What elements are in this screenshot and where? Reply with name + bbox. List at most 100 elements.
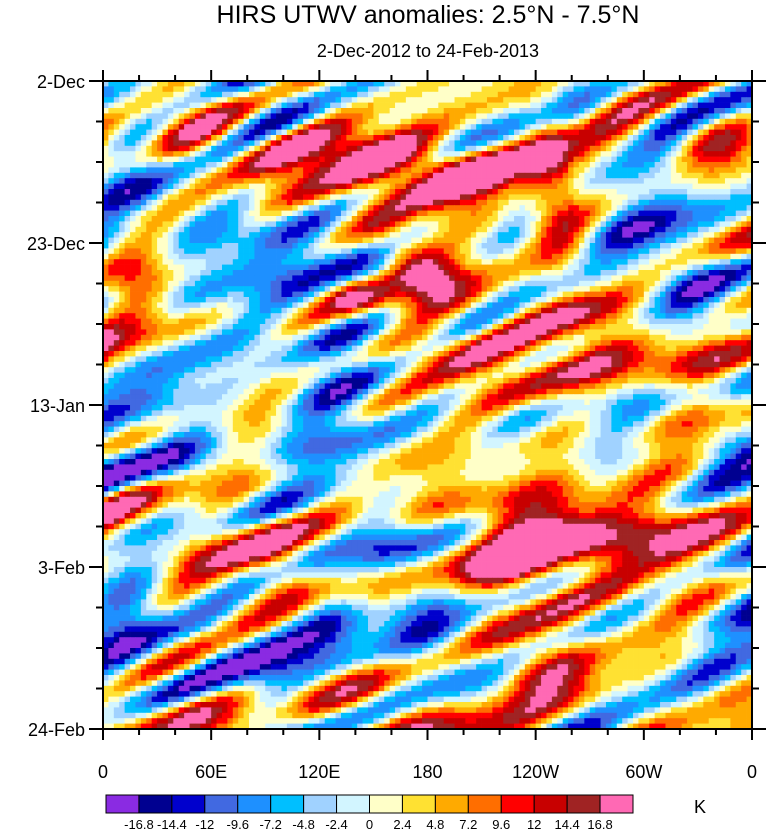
heatmap-cell — [276, 178, 282, 184]
heatmap-cell — [503, 108, 509, 114]
heatmap-cell — [541, 162, 547, 168]
heatmap-cell — [405, 237, 412, 244]
heatmap-cell — [384, 156, 390, 163]
heatmap-cell — [633, 129, 639, 136]
heatmap-cell — [486, 302, 493, 309]
heatmap-cell — [476, 140, 482, 147]
heatmap-cell — [703, 270, 710, 276]
heatmap-cell — [724, 151, 731, 157]
heatmap-cell — [265, 237, 272, 244]
heatmap-cell — [546, 216, 553, 222]
heatmap-cell — [611, 221, 618, 228]
heatmap-cell — [573, 183, 580, 190]
heatmap-cell — [249, 243, 255, 249]
heatmap-cell — [605, 151, 612, 157]
heatmap-cell — [340, 183, 347, 190]
heatmap-cell — [216, 97, 223, 103]
heatmap-cell — [232, 151, 239, 157]
heatmap-cell — [670, 151, 677, 157]
heatmap-cell — [140, 205, 147, 211]
heatmap-cell — [546, 226, 553, 233]
heatmap-cell — [535, 270, 542, 276]
heatmap-cell — [681, 243, 688, 249]
heatmap-cell — [303, 129, 309, 136]
heatmap-cell — [578, 172, 585, 179]
heatmap-cell — [205, 108, 212, 114]
heatmap-cell — [627, 129, 634, 136]
heatmap-cell — [140, 226, 147, 233]
heatmap-cell — [454, 205, 461, 211]
heatmap-cell — [216, 226, 223, 233]
heatmap-cell — [654, 162, 661, 168]
heatmap-cell — [584, 162, 591, 168]
heatmap-cell — [470, 113, 477, 120]
heatmap-cell — [243, 226, 250, 233]
heatmap-cell — [551, 221, 558, 228]
heatmap-cell — [508, 280, 515, 287]
heatmap-cell — [697, 259, 704, 265]
heatmap-cell — [162, 280, 169, 287]
heatmap-cell — [670, 178, 677, 184]
heatmap-cell — [578, 156, 585, 163]
heatmap-cell — [676, 135, 683, 141]
heatmap-cell — [405, 113, 412, 120]
heatmap-cell — [660, 280, 666, 287]
heatmap-cell — [292, 216, 299, 222]
heatmap-cell — [249, 286, 255, 292]
heatmap-cell — [638, 91, 645, 98]
heatmap-cell — [438, 86, 445, 93]
heatmap-cell — [503, 210, 509, 217]
heatmap-cell — [508, 135, 515, 141]
heatmap-cell — [524, 280, 531, 287]
heatmap-cell — [319, 135, 326, 141]
heatmap-cell — [151, 151, 158, 157]
heatmap-cell — [443, 297, 450, 303]
heatmap-cell — [211, 221, 217, 228]
heatmap-cell — [459, 259, 466, 265]
heatmap-cell — [535, 243, 542, 249]
heatmap-cell — [524, 210, 531, 217]
heatmap-cell — [400, 253, 407, 260]
heatmap-cell — [514, 280, 520, 287]
heatmap-cell — [416, 216, 423, 222]
heatmap-cell — [292, 221, 299, 228]
heatmap-cell — [519, 172, 526, 179]
heatmap-cell — [232, 189, 239, 195]
heatmap-cell — [589, 135, 596, 141]
heatmap-cell — [443, 108, 450, 114]
heatmap-cell — [270, 145, 277, 152]
heatmap-cell — [665, 140, 672, 147]
heatmap-cell — [503, 167, 509, 174]
heatmap-cell — [281, 237, 288, 244]
heatmap-cell — [103, 102, 109, 109]
heatmap-cell — [400, 286, 407, 292]
heatmap-cell — [167, 248, 174, 255]
heatmap-cell — [432, 270, 439, 276]
heatmap-cell — [308, 135, 315, 141]
heatmap-cell — [622, 108, 628, 114]
heatmap-cell — [459, 118, 466, 125]
heatmap-cell — [714, 243, 720, 249]
heatmap-cell — [162, 172, 169, 179]
heatmap-cell — [692, 140, 699, 147]
heatmap-cell — [665, 145, 672, 152]
heatmap-cell — [184, 243, 190, 249]
heatmap-cell — [541, 118, 547, 125]
heatmap-cell — [741, 118, 747, 125]
heatmap-cell — [389, 264, 396, 271]
heatmap-cell — [541, 135, 547, 141]
heatmap-cell — [422, 183, 428, 190]
heatmap-cell — [649, 270, 655, 276]
heatmap-cell — [232, 113, 239, 120]
heatmap-cell — [254, 97, 261, 103]
heatmap-cell — [546, 81, 553, 87]
heatmap-cell — [119, 286, 125, 292]
heatmap-cell — [335, 270, 342, 276]
heatmap-cell — [654, 102, 661, 109]
heatmap-cell — [173, 216, 180, 222]
heatmap-cell — [427, 248, 434, 255]
heatmap-cell — [578, 264, 585, 271]
heatmap-cell — [140, 259, 147, 265]
heatmap-cell — [476, 302, 482, 309]
heatmap-cell — [249, 280, 255, 287]
